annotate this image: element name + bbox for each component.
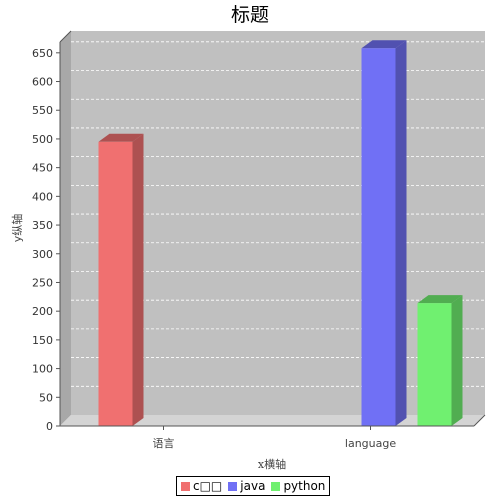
legend-item: python: [271, 479, 325, 493]
x-axis-ticks: 语言 language: [153, 426, 396, 450]
bar-side: [451, 295, 463, 426]
bar-front: [417, 303, 452, 426]
y-tick-label: 650: [32, 47, 53, 60]
bar-front: [361, 48, 396, 426]
y-tick-label: 250: [32, 276, 53, 289]
y-tick-label: 300: [32, 248, 53, 261]
legend-label: c□□: [193, 479, 223, 493]
legend-swatch: [271, 481, 281, 491]
legend-item: c□□: [181, 479, 222, 493]
y-tick-label: 100: [32, 363, 53, 376]
x-axis-end: [473, 414, 486, 427]
legend-swatch: [181, 481, 190, 491]
axes: [59, 30, 486, 427]
y-tick-label: 400: [32, 190, 53, 203]
y-tick-label: 350: [32, 219, 53, 232]
y-tick-label: 600: [32, 76, 53, 89]
y-tick-label: 450: [32, 162, 53, 175]
legend-label: java: [240, 479, 266, 493]
y-tick-label: 550: [32, 104, 53, 117]
legend-swatch: [228, 481, 238, 491]
bar-c□□-语言: [98, 133, 144, 426]
x-axis-label: x横轴: [258, 457, 286, 471]
bar-python-language: [417, 295, 463, 426]
bar-side: [132, 133, 144, 426]
bar-top: [98, 133, 144, 142]
chart-title: 标题: [231, 4, 269, 26]
y-tick-label: 500: [32, 133, 53, 146]
y-axis-ticks: 0 50 100 150 200 250 300 350 400 450 500 550 600 650: [32, 47, 60, 433]
y-axis-top: [59, 30, 72, 43]
bar-front: [98, 141, 133, 426]
bar-top: [361, 40, 407, 49]
bars: [98, 40, 463, 426]
legend-item: java: [228, 479, 265, 493]
legend-label: python: [283, 479, 326, 493]
bar-top: [417, 295, 463, 304]
x-tick-label: language: [345, 437, 396, 450]
bar-side: [395, 40, 407, 426]
x-tick-label: 语言: [153, 437, 175, 450]
plot-left-wall: [60, 31, 71, 426]
y-tick-label: 200: [32, 305, 53, 318]
y-tick-label: 150: [32, 334, 53, 347]
y-tick-label: 0: [46, 420, 53, 433]
y-tick-label: 50: [39, 391, 53, 404]
y-axis-label: y纵轴: [10, 214, 24, 243]
bar-java-language: [361, 40, 407, 426]
gridlines: [71, 41, 485, 387]
legend: c□□ java python: [176, 476, 331, 496]
